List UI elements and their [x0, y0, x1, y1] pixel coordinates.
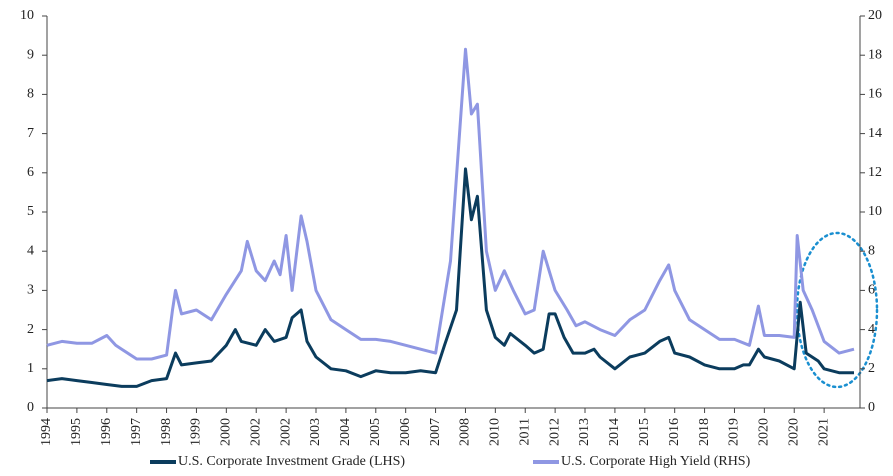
x-tick-label: 2013: [577, 418, 592, 446]
x-tick-label: 2012: [547, 418, 562, 446]
y2-tick-label: 14: [868, 126, 882, 141]
y2-tick-label: 16: [868, 87, 882, 102]
series-line: [46, 167, 854, 388]
x-tick-label: 2020: [757, 418, 772, 446]
y-tick-label: 6: [27, 165, 34, 180]
y-tick-label: 0: [27, 400, 34, 415]
y-tick-label: 4: [27, 243, 34, 258]
x-tick-label: 2007: [428, 418, 443, 446]
legend-label: U.S. Corporate High Yield (RHS): [561, 454, 751, 469]
y2-tick-label: 20: [868, 8, 882, 23]
y2-tick-label: 8: [868, 243, 875, 258]
y-tick-label: 5: [27, 204, 34, 219]
x-tick-label: 2003: [308, 418, 323, 446]
x-tick-label: 1998: [159, 418, 174, 446]
x-tick-label: 2010: [488, 418, 503, 446]
y-tick-label: 8: [27, 87, 34, 102]
y2-tick-label: 10: [868, 204, 882, 219]
x-tick-label: 2004: [338, 418, 353, 446]
x-tick-label: 2018: [697, 418, 712, 446]
x-tick-label: 2011: [517, 418, 532, 445]
x-tick-label: 2000: [219, 418, 234, 446]
y2-tick-label: 4: [868, 322, 875, 337]
y-tick-label: 2: [27, 322, 34, 337]
x-tick-label: 2014: [607, 418, 622, 446]
y-tick-label: 10: [20, 8, 34, 23]
y2-tick-label: 0: [868, 400, 875, 415]
y2-tick-label: 12: [868, 165, 882, 180]
y2-tick-label: 6: [868, 283, 875, 298]
x-tick-label: 2002: [278, 418, 293, 446]
x-tick-label: 1995: [69, 418, 84, 446]
x-tick-label: 1997: [129, 418, 144, 446]
series-line: [46, 47, 855, 361]
x-tick-label: 2019: [727, 418, 742, 446]
y2-tick-label: 2: [868, 361, 875, 376]
x-tick-label: 2015: [637, 418, 652, 446]
x-tick-label: 2006: [398, 418, 413, 446]
x-tick-label: 1996: [99, 418, 114, 446]
y-tick-label: 3: [27, 283, 34, 298]
highlight-ellipse: [795, 231, 879, 389]
y-tick-label: 9: [27, 47, 34, 62]
y-tick-label: 7: [27, 126, 34, 141]
y-tick-label: 1: [27, 361, 34, 376]
y2-tick-label: 18: [868, 47, 882, 62]
x-tick-label: 2016: [667, 418, 682, 446]
x-tick-label: 2002: [248, 418, 263, 446]
x-tick-label: 2021: [816, 418, 831, 446]
legend-label: U.S. Corporate Investment Grade (LHS): [178, 454, 405, 469]
x-tick-label: 2008: [458, 418, 473, 446]
x-tick-label: 2020: [786, 418, 801, 446]
x-tick-label: 2005: [368, 418, 383, 446]
x-tick-label: 1994: [39, 418, 54, 446]
x-tick-label: 1999: [189, 418, 204, 446]
